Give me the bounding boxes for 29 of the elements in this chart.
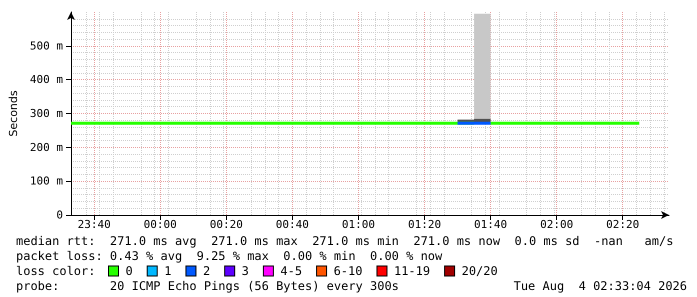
y-tick-label: 200 m — [30, 140, 64, 154]
legend-label: 0 — [126, 264, 133, 278]
legend-label: 2 — [202, 264, 210, 278]
x-tick-label: 02:00 — [540, 218, 574, 231]
x-tick-label: 01:20 — [408, 218, 442, 231]
x-tick-label: 02:20 — [606, 218, 640, 231]
legend-label: 20/20 — [462, 264, 498, 278]
y-tick-label: 300 m — [30, 107, 64, 120]
y-axis-title: Seconds — [7, 90, 20, 137]
text: median rtt: 271.0 ms avg 271.0 ms max 271.0 ms min 271.0 ms now 0.0 ms sd -nan am/s — [16, 234, 674, 248]
x-tick-label: 00:00 — [144, 218, 177, 231]
x-tick-label: 23:40 — [78, 218, 111, 231]
text: probe: 20 ICMP Echo Pings (56 Bytes) every 300s — [16, 279, 399, 293]
x-tick-label: 00:20 — [210, 218, 243, 231]
legend-title: loss color: — [16, 264, 96, 278]
y-tick-label: 100 m — [30, 174, 64, 188]
legend-label: 6-10 — [334, 264, 362, 278]
text: Tue Aug 4 02:33:04 2026 — [514, 279, 687, 293]
y-tick-label: 500 m — [30, 39, 64, 52]
legend-label: 3 — [242, 264, 249, 278]
y-tick-label: 0 — [56, 208, 64, 222]
legend-label: 11-19 — [394, 264, 430, 278]
text: packet loss: 0.43 % avg 9.25 % max 0.00 % min 0.00 % now — [16, 249, 444, 263]
legend-label: 4-5 — [280, 264, 302, 278]
y-tick-label: 400 m — [30, 73, 64, 86]
x-tick-label: 00:40 — [276, 218, 309, 231]
x-tick-label: 01:00 — [342, 218, 376, 231]
x-tick-label: 01:40 — [474, 218, 508, 231]
legend-label: 1 — [164, 264, 172, 278]
